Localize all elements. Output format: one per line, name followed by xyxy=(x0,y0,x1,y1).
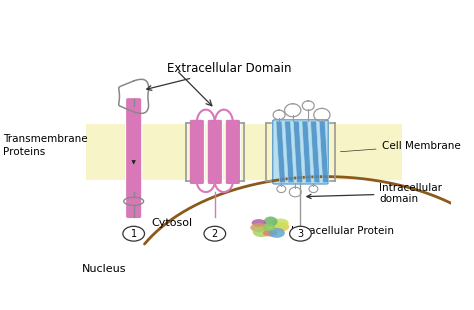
Circle shape xyxy=(204,226,226,241)
Ellipse shape xyxy=(269,228,285,238)
Text: 3: 3 xyxy=(297,229,303,239)
Polygon shape xyxy=(302,121,311,183)
Ellipse shape xyxy=(263,230,277,237)
Ellipse shape xyxy=(264,216,278,226)
Bar xyxy=(86,124,402,180)
Polygon shape xyxy=(310,121,320,183)
Polygon shape xyxy=(284,121,294,183)
Ellipse shape xyxy=(252,219,266,227)
Text: Intracellular
domain: Intracellular domain xyxy=(307,183,442,204)
Text: 1: 1 xyxy=(131,229,137,239)
Ellipse shape xyxy=(250,223,267,232)
Text: Nucleus: Nucleus xyxy=(82,264,127,274)
Ellipse shape xyxy=(272,222,289,232)
Text: Transmembrane
Proteins: Transmembrane Proteins xyxy=(3,134,88,157)
Text: Cell Membrane: Cell Membrane xyxy=(340,141,460,152)
Polygon shape xyxy=(276,121,285,183)
FancyBboxPatch shape xyxy=(273,120,328,184)
Polygon shape xyxy=(319,121,328,183)
Ellipse shape xyxy=(263,224,275,231)
Text: Cytosol: Cytosol xyxy=(151,218,192,228)
Text: Extracellular Domain: Extracellular Domain xyxy=(147,62,292,90)
Text: 2: 2 xyxy=(212,229,218,239)
Polygon shape xyxy=(293,121,303,183)
Ellipse shape xyxy=(253,227,271,237)
FancyBboxPatch shape xyxy=(207,119,222,185)
Circle shape xyxy=(123,226,145,241)
FancyBboxPatch shape xyxy=(189,119,204,185)
Text: Intracellular Protein: Intracellular Protein xyxy=(292,226,394,236)
Ellipse shape xyxy=(273,219,289,228)
FancyBboxPatch shape xyxy=(126,98,142,219)
Circle shape xyxy=(290,226,311,241)
FancyBboxPatch shape xyxy=(225,119,240,185)
